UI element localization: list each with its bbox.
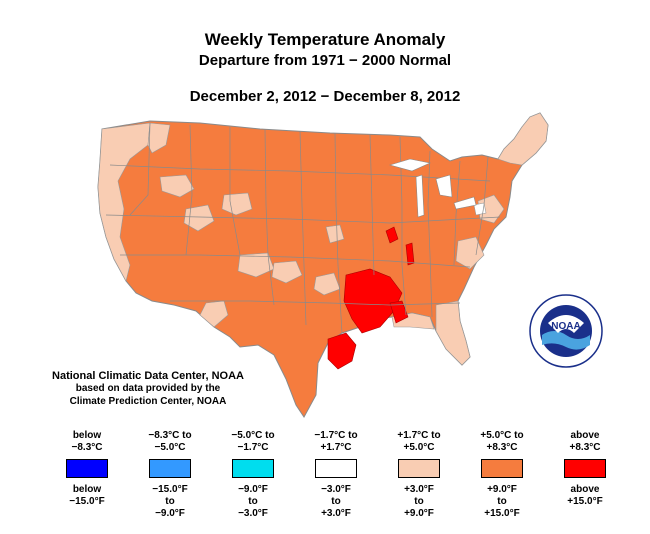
credit-line-2: based on data provided by the xyxy=(75,383,221,394)
legend-item-below-8-3: below −8.3°C below −15.0°F xyxy=(44,430,130,508)
legend-swatch xyxy=(398,459,440,478)
legend-item-m1-7-to-p1-7: −1.7°C to +1.7°C −3.0°F to +3.0°F xyxy=(314,430,358,519)
legend-swatch xyxy=(232,459,274,478)
map-subtitle: Departure from 1971 − 2000 Normal xyxy=(198,52,452,69)
legend-swatch xyxy=(564,459,606,478)
us-anomaly-map xyxy=(97,112,549,418)
legend-swatch xyxy=(149,459,191,478)
strong-anomaly-regions xyxy=(327,226,415,370)
great-lakes xyxy=(388,158,477,218)
legend-item-p5-0-to-p8-3: +5.0°C to +8.3°C +9.0°F to +15.0°F xyxy=(480,430,524,519)
light-anomaly-regions xyxy=(97,112,549,366)
state-boundaries xyxy=(105,122,501,334)
map-title: Weekly Temperature Anomaly xyxy=(204,30,446,49)
legend-item-m5-0-to-m1-7: −5.0°C to −1.7°C −9.0°F to −3.0°F xyxy=(231,430,275,519)
credit-line-3: Climate Prediction Center, NOAA xyxy=(69,396,227,407)
legend-swatch xyxy=(66,459,108,478)
date-range: December 2, 2012 − December 8, 2012 xyxy=(189,88,461,105)
legend-item-m8-3-to-m5-0: −8.3°C to −5.0°C −15.0°F to −9.0°F xyxy=(148,430,192,519)
legend-item-above-8-3: above +8.3°C above +15.0°F xyxy=(542,430,628,508)
legend-swatch xyxy=(315,459,357,478)
logo-text: NOAA xyxy=(551,321,580,332)
noaa-logo-icon: NOAA xyxy=(529,294,603,368)
legend-item-p1-7-to-p5-0: +1.7°C to +5.0°C +3.0°F to +9.0°F xyxy=(397,430,441,519)
credit-line-1: National Climatic Data Center, NOAA xyxy=(52,370,244,382)
credit-block: National Climatic Data Center, NOAA base… xyxy=(38,370,258,408)
legend-swatch xyxy=(481,459,523,478)
